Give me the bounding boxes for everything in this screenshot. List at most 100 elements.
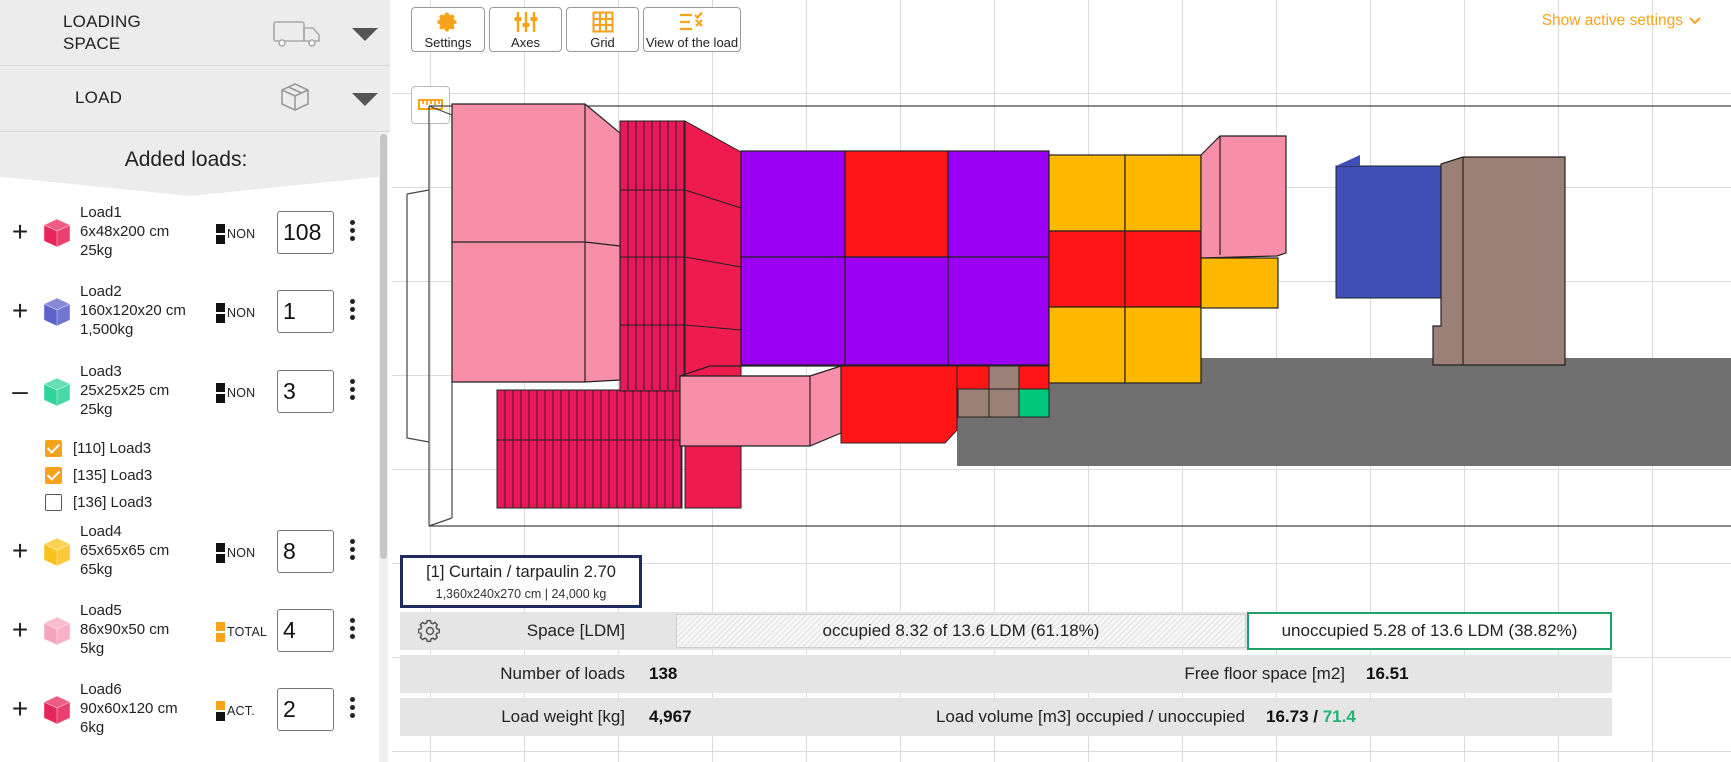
checkbox[interactable] [45,493,62,511]
grid-button[interactable]: Grid [566,7,639,52]
trailer-floor [957,358,1731,466]
quantity-input[interactable]: 3 [277,370,334,413]
load-weight: 25kg [80,242,113,259]
main-view: Settings Axes Grid Vi [392,0,1731,762]
gear-icon[interactable] [418,619,442,643]
show-active-settings-link[interactable]: Show active settings [1542,12,1701,30]
checkbox[interactable] [45,439,62,457]
load5-box-top [1200,135,1287,259]
more-options-icon[interactable] [348,379,356,403]
stacking-icon [216,622,225,642]
load5-box-low [679,365,842,447]
load-row-2: + Load2 160x120x20 cm 1,500kg NON 1 [0,279,378,343]
weight-label: Load weight [kg] [501,707,625,726]
axes-button[interactable]: Axes [489,7,562,52]
volume-value: 16.73 / 71.4 [1266,707,1356,726]
quantity-input[interactable]: 108 [277,211,334,254]
free-floor-value: 16.51 [1366,664,1409,683]
purple-stack [740,150,1050,366]
chevron-down-icon[interactable] [352,28,378,41]
accordion-loading-space[interactable]: LOADING SPACE [0,0,390,66]
view-of-load-button[interactable]: View of the load [643,7,741,52]
number-of-loads-row: Number of loads 138 Free floor space [m2… [400,655,1612,693]
added-loads-header: Added loads: [0,132,380,196]
load-row-6: + Load6 90x60x120 cm 6kg ACT. 2 [0,677,378,741]
num-loads-value: 138 [649,664,678,683]
load-name: Load2 [80,283,122,300]
load-3d-view[interactable] [392,100,1731,540]
gear-icon [437,12,457,32]
load-dims: 86x90x50 cm [80,621,170,638]
quantity-input[interactable]: 4 [277,609,334,652]
cube-icon [43,297,71,327]
load-row-4: + Load4 65x65x65 cm 65kg NON 8 [0,519,378,583]
load3-item-110[interactable]: [110] Load3 [45,437,151,459]
expand-button[interactable]: + [11,614,29,645]
load-name: Load3 [80,363,122,380]
load-weight: 25kg [80,401,113,418]
load-info: Load5 86x90x50 cm 5kg [80,601,169,658]
axes-icon [514,12,537,32]
weight-value: 4,967 [649,707,692,726]
checklist-icon [680,11,703,31]
more-options-icon[interactable] [348,618,356,642]
more-options-icon[interactable] [348,539,356,563]
more-options-icon[interactable] [348,299,356,323]
box-icon [281,83,309,111]
volume-label: Load volume [m3] occupied / unoccupied [935,707,1245,726]
checkbox[interactable] [45,466,62,484]
vehicle-name: [1] Curtain / tarpaulin 2.70 [426,563,616,581]
scrollbar-thumb[interactable] [380,134,387,559]
load-weight-row: Load weight [kg] 4,967 Load volume [m3] … [400,698,1612,736]
expand-button[interactable]: + [11,693,29,724]
accordion-load[interactable]: LOAD [0,66,390,132]
cube-icon [43,616,71,646]
load-name: Load5 [80,602,122,619]
settings-button[interactable]: Settings [411,7,485,52]
stacking-badge: NON [216,224,255,244]
quantity-input[interactable]: 2 [277,688,334,731]
ruler-icon [418,99,443,110]
load-dims: 65x65x65 cm [80,542,170,559]
load-weight: 65kg [80,561,113,578]
free-floor-label: Free floor space [m2] [1184,664,1345,683]
stacking-icon [216,224,225,244]
more-options-icon[interactable] [348,697,356,721]
cube-icon [43,695,71,725]
chevron-down-icon[interactable] [352,93,378,106]
expand-button[interactable]: + [11,535,29,566]
load-row-5: + Load5 86x90x50 cm 5kg TOTAL 4 [0,598,378,662]
collapse-button[interactable]: – [12,375,28,406]
space-label: Space [LDM] [526,621,625,640]
expand-button[interactable]: + [11,295,29,326]
cube-icon [43,218,71,248]
load5-box-front [451,103,621,383]
load-name: Load4 [80,523,122,540]
stacking-badge: NON [216,303,255,323]
load-dims: 160x120x20 cm [80,302,186,319]
more-options-icon[interactable] [348,220,356,244]
load4-stack [1048,154,1279,384]
stacking-icon [216,701,225,721]
quantity-input[interactable]: 8 [277,530,334,573]
cube-icon [43,537,71,567]
quantity-input[interactable]: 1 [277,290,334,333]
load-info: Load2 160x120x20 cm 1,500kg [80,282,186,339]
stacking-badge: NON [216,543,255,563]
occupied-bar: occupied 8.32 of 13.6 LDM (61.18%) [676,614,1246,648]
vehicle-info-box[interactable]: [1] Curtain / tarpaulin 2.70 1,360x240x2… [400,555,642,608]
load3-item-135[interactable]: [135] Load3 [45,464,152,486]
load-weight: 1,500kg [80,321,134,338]
load-name: Load6 [80,681,122,698]
load-dims: 6x48x200 cm [80,223,170,240]
load3-item-136[interactable]: [136] Load3 [45,491,152,513]
load-name: Load1 [80,204,122,221]
num-loads-label: Number of loads [500,664,625,683]
sidebar: LOADING SPACE LOAD Added loads: + Load1 6x… [0,0,390,762]
load-dims: 25x25x25 cm [80,382,170,399]
stacking-icon [216,543,225,563]
load-weight: 5kg [80,640,105,657]
expand-button[interactable]: + [11,216,29,247]
stacking-badge: ACT. [216,701,255,721]
ruler-button[interactable] [411,86,450,124]
